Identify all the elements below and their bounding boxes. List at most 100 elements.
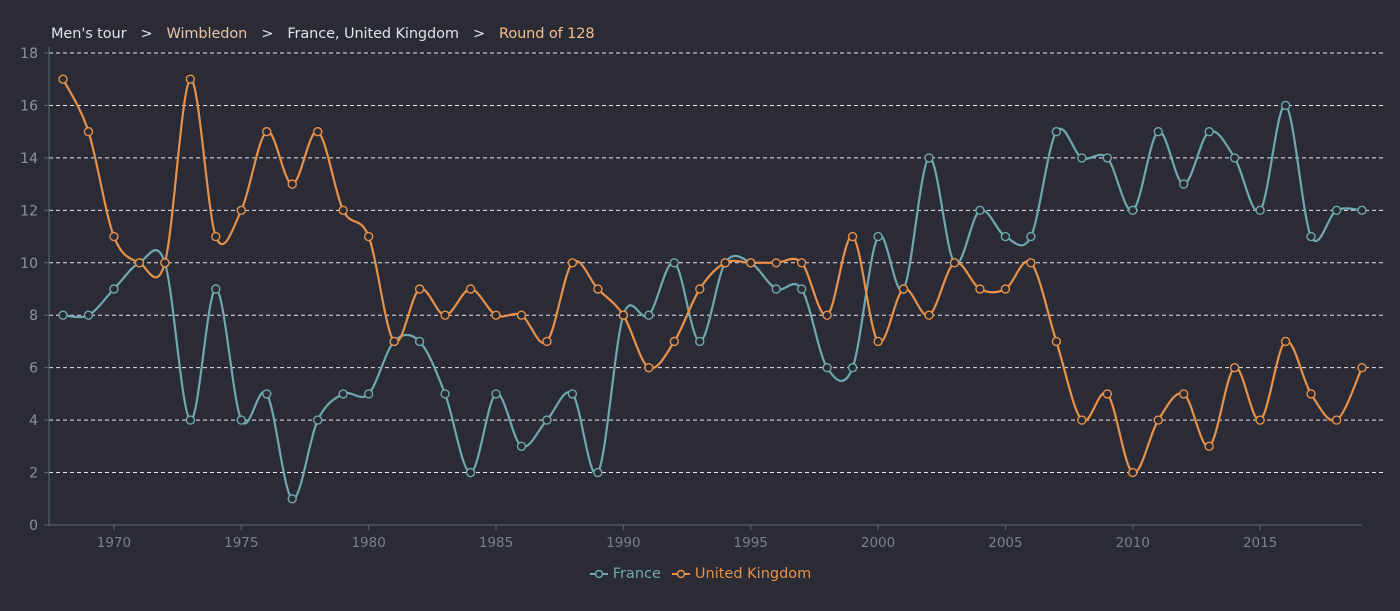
data-point-france xyxy=(1128,205,1138,216)
data-point-united-kingdom xyxy=(1051,336,1062,347)
data-point-france xyxy=(185,415,196,425)
breadcrumb-item-countries[interactable]: France, United Kingdom xyxy=(287,26,459,42)
data-point-united-kingdom xyxy=(58,74,68,84)
legend-marker-icon xyxy=(671,569,690,579)
breadcrumb: Men's tour > Wimbledon > France, United King… xyxy=(51,26,595,42)
y-tick-label: 16 xyxy=(20,98,38,114)
x-tick-label: 2005 xyxy=(988,535,1022,551)
data-point-france xyxy=(414,336,425,347)
y-tick-label: 14 xyxy=(20,151,38,167)
data-point-france xyxy=(567,389,578,399)
data-point-france xyxy=(58,310,68,320)
data-point-united-kingdom xyxy=(1026,258,1036,268)
y-tick-label: 4 xyxy=(29,413,38,429)
breadcrumb-item-tour[interactable]: Men's tour xyxy=(51,26,127,42)
data-point-united-kingdom xyxy=(83,126,94,137)
data-point-france xyxy=(1280,100,1291,111)
data-point-france xyxy=(211,284,221,294)
data-point-united-kingdom xyxy=(847,231,858,242)
data-point-france xyxy=(695,336,705,347)
data-point-united-kingdom xyxy=(236,205,247,216)
y-tick-label: 6 xyxy=(29,361,38,377)
x-tick-label: 2000 xyxy=(861,535,895,551)
data-point-france xyxy=(1179,179,1189,189)
data-point-united-kingdom xyxy=(211,231,221,242)
data-point-united-kingdom xyxy=(695,284,705,294)
data-point-france xyxy=(873,231,883,242)
y-tick-label: 8 xyxy=(29,308,38,324)
data-point-france xyxy=(1026,231,1036,242)
data-point-united-kingdom xyxy=(567,258,578,268)
data-point-united-kingdom xyxy=(898,284,909,294)
data-point-united-kingdom xyxy=(1153,415,1163,425)
data-point-france xyxy=(847,362,858,373)
data-point-france xyxy=(516,441,527,452)
data-point-france xyxy=(542,415,552,425)
data-point-united-kingdom xyxy=(644,362,654,373)
data-point-united-kingdom xyxy=(1000,284,1011,294)
y-tick-label: 10 xyxy=(20,256,38,272)
data-point-united-kingdom xyxy=(109,231,119,242)
data-point-france xyxy=(1229,153,1240,163)
data-point-united-kingdom xyxy=(389,336,399,347)
data-point-france xyxy=(465,467,476,478)
data-point-france xyxy=(796,284,807,294)
data-point-france xyxy=(975,205,985,216)
data-point-france xyxy=(1153,126,1163,137)
x-tick-label: 1995 xyxy=(734,535,768,551)
data-point-united-kingdom xyxy=(949,258,960,268)
x-tick-label: 2015 xyxy=(1243,535,1277,551)
data-point-france xyxy=(1102,153,1112,163)
data-point-france xyxy=(491,389,501,399)
data-point-france xyxy=(771,284,781,294)
data-point-france xyxy=(822,362,832,373)
data-point-united-kingdom xyxy=(1179,389,1189,399)
breadcrumb-item-tournament[interactable]: Wimbledon xyxy=(166,26,248,42)
data-point-france xyxy=(924,153,934,163)
series-united-kingdom xyxy=(58,74,1367,478)
data-point-france xyxy=(313,415,323,425)
series-line-france xyxy=(62,104,1363,500)
data-point-france xyxy=(236,415,247,425)
data-point-united-kingdom xyxy=(822,310,832,320)
data-point-united-kingdom xyxy=(746,258,756,268)
data-point-france xyxy=(338,389,348,399)
series-line-united-kingdom xyxy=(62,78,1363,474)
data-point-united-kingdom xyxy=(1306,389,1316,399)
y-tick-label: 12 xyxy=(20,203,38,219)
x-tick-label: 1970 xyxy=(97,535,131,551)
data-point-united-kingdom xyxy=(771,258,781,268)
legend-item-france[interactable]: France xyxy=(589,566,661,582)
data-point-united-kingdom xyxy=(1229,362,1240,373)
data-point-united-kingdom xyxy=(542,336,552,347)
data-point-united-kingdom xyxy=(618,310,629,320)
data-point-united-kingdom xyxy=(1077,415,1087,425)
data-point-united-kingdom xyxy=(1102,389,1112,399)
legend-label: United Kingdom xyxy=(694,566,812,582)
data-point-united-kingdom xyxy=(1128,467,1138,478)
data-point-france xyxy=(1357,205,1367,216)
legend-item-united-kingdom[interactable]: United Kingdom xyxy=(671,566,811,582)
x-tick-label: 1980 xyxy=(351,535,385,551)
data-point-united-kingdom xyxy=(440,310,450,320)
x-tick-label: 1985 xyxy=(479,535,513,551)
y-tick-label: 18 xyxy=(20,46,38,62)
data-point-united-kingdom xyxy=(796,258,807,268)
data-point-france xyxy=(1204,126,1214,137)
data-point-france xyxy=(593,467,603,478)
data-point-france xyxy=(83,310,94,320)
data-point-united-kingdom xyxy=(924,310,934,320)
data-point-united-kingdom xyxy=(1255,415,1265,425)
data-point-united-kingdom xyxy=(185,74,196,84)
data-point-france xyxy=(644,310,654,320)
data-point-united-kingdom xyxy=(593,284,603,294)
data-point-united-kingdom xyxy=(516,310,527,320)
legend: France United Kingdom xyxy=(0,566,1400,584)
data-point-united-kingdom xyxy=(414,284,425,294)
breadcrumb-separator: > xyxy=(472,26,485,42)
data-point-france xyxy=(1000,231,1011,242)
data-point-united-kingdom xyxy=(1280,336,1291,347)
data-point-france xyxy=(109,284,119,294)
data-point-united-kingdom xyxy=(262,126,272,137)
